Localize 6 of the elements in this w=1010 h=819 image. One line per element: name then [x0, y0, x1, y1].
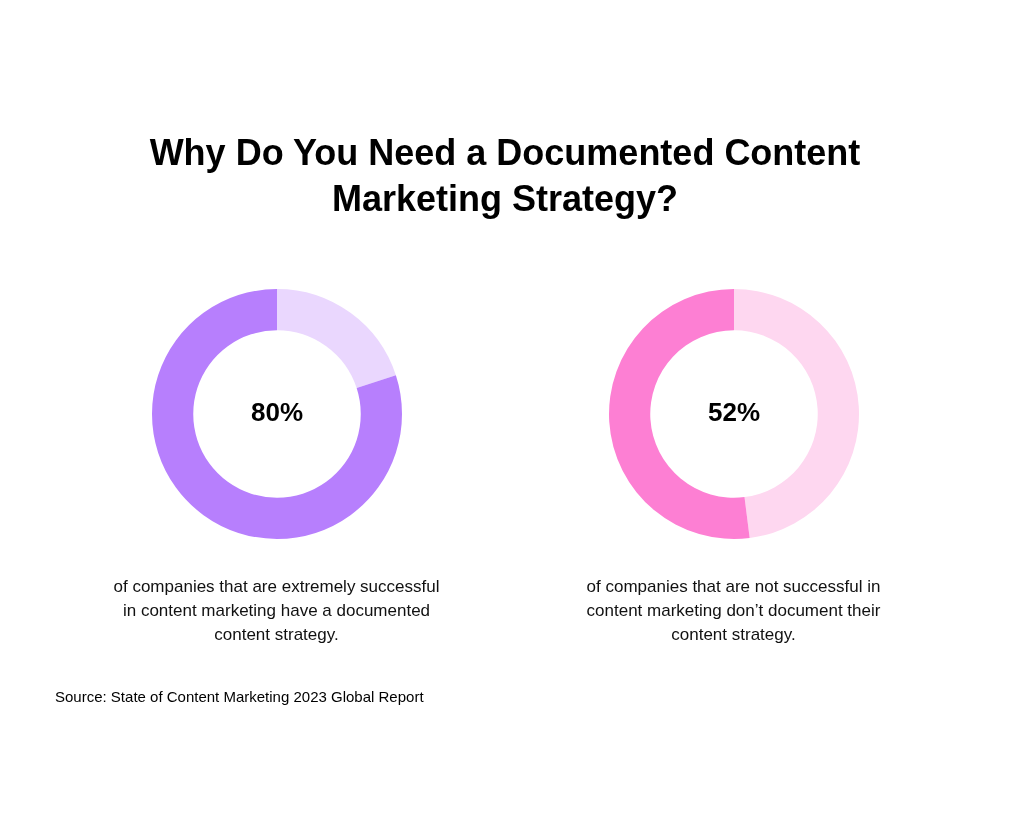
text: Why Do You Need a Documented Content Marketing Strategy?: [149, 132, 861, 219]
text: of companies that are extremely successful in content marketing have a documented content strategy.: [112, 576, 441, 646]
data-label: 52%: [707, 397, 760, 428]
source-note: Source: State of Content Marketing 2023 Global Report: [55, 688, 424, 705]
data-label: 80%: [250, 397, 303, 428]
text: of companies that are not successful in content marketing don’t document their content strategy.: [585, 576, 882, 646]
